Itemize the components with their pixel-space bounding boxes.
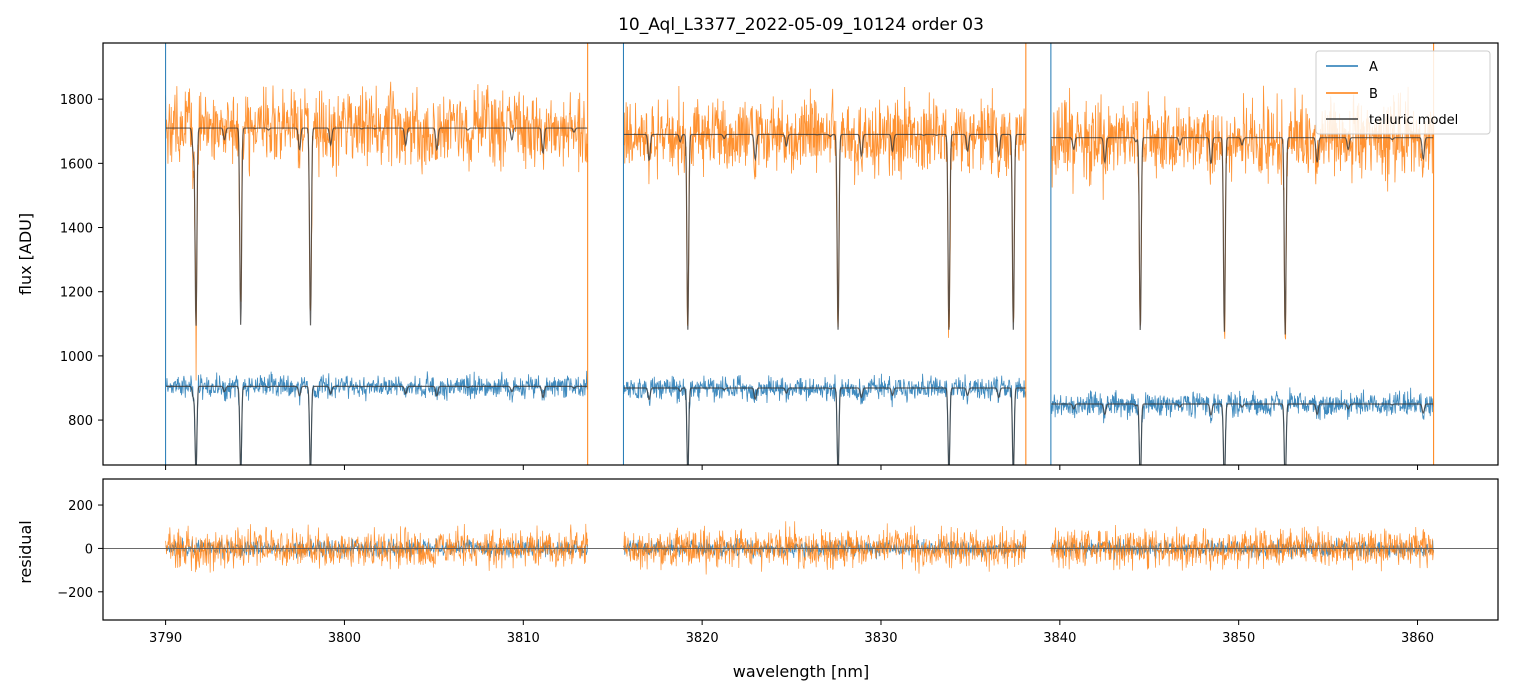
flux-x-ticks [165,465,1419,470]
flux-y-ticks: 800 1000 1200 1400 1600 1800 [60,93,103,429]
residual-b-segment-1 [623,521,1027,575]
flux-y-tick-label: 1600 [60,157,93,172]
x-tick-label: 3860 [1401,631,1434,646]
telluric-model-a-segment-1 [623,387,1026,465]
residual-y-ticks: −200 0 200 [57,499,103,601]
series-b-segment-0 [165,81,589,381]
legend-box [1315,50,1491,135]
x-tick-label: 3800 [328,631,361,646]
x-tick-label: 3840 [1043,631,1076,646]
telluric-model-a-segment-2 [1050,403,1434,465]
telluric-model-b-segment-2 [1050,137,1434,335]
residual-panel: −200 0 200 3790 3800 3810 3820 3830 3840 3850 386… [16,478,1499,681]
x-axis-label: wavelength [nm] [733,662,870,681]
x-tick-label: 3830 [864,631,897,646]
x-tick-label: 3850 [1222,631,1255,646]
flux-y-tick-label: 1800 [60,93,93,108]
flux-panel: 800 1000 1200 1400 1600 1800 flux [ADU] A B t… [16,42,1499,470]
x-tick-label: 3810 [507,631,540,646]
series-a-segment-0 [165,370,589,465]
telluric-model-b-segment-1 [623,133,1026,330]
series-a-segment-2 [1050,387,1435,465]
flux-axes-frame [102,42,1499,466]
x-tick-label: 3790 [149,631,182,646]
legend-label-telluric-model: telluric model [1369,113,1458,128]
series-a-segment-1 [623,373,1027,465]
flux-y-tick-label: 800 [68,414,93,429]
flux-y-tick-label: 1400 [60,222,93,237]
residual-y-tick-label: 200 [68,499,93,514]
telluric-model-a-segment-0 [165,385,588,465]
series-b-segment-1 [623,86,1027,338]
residual-axes-frame [102,478,1499,621]
residual-a-segment-2 [1050,537,1434,560]
legend-label-b: B [1369,87,1378,102]
residual-y-tick-label: 0 [85,542,93,557]
residual-y-tick-label: −200 [57,586,93,601]
flux-y-tick-label: 1200 [60,286,93,301]
legend-label-a: A [1369,60,1378,75]
legend: A B telluric model [1315,50,1491,135]
residual-y-axis-label: residual [16,520,35,583]
flux-plot-area [165,43,1435,465]
residual-x-ticks: 3790 3800 3810 3820 3830 3840 3850 3860 [149,620,1434,646]
flux-y-axis-label: flux [ADU] [16,213,35,295]
residual-plot-area [103,521,1498,575]
x-tick-label: 3820 [686,631,719,646]
telluric-model-b-segment-0 [165,127,588,326]
flux-y-tick-label: 1000 [60,350,93,365]
chart-title: 10_Aql_L3377_2022-05-09_10124 order 03 [618,15,984,35]
